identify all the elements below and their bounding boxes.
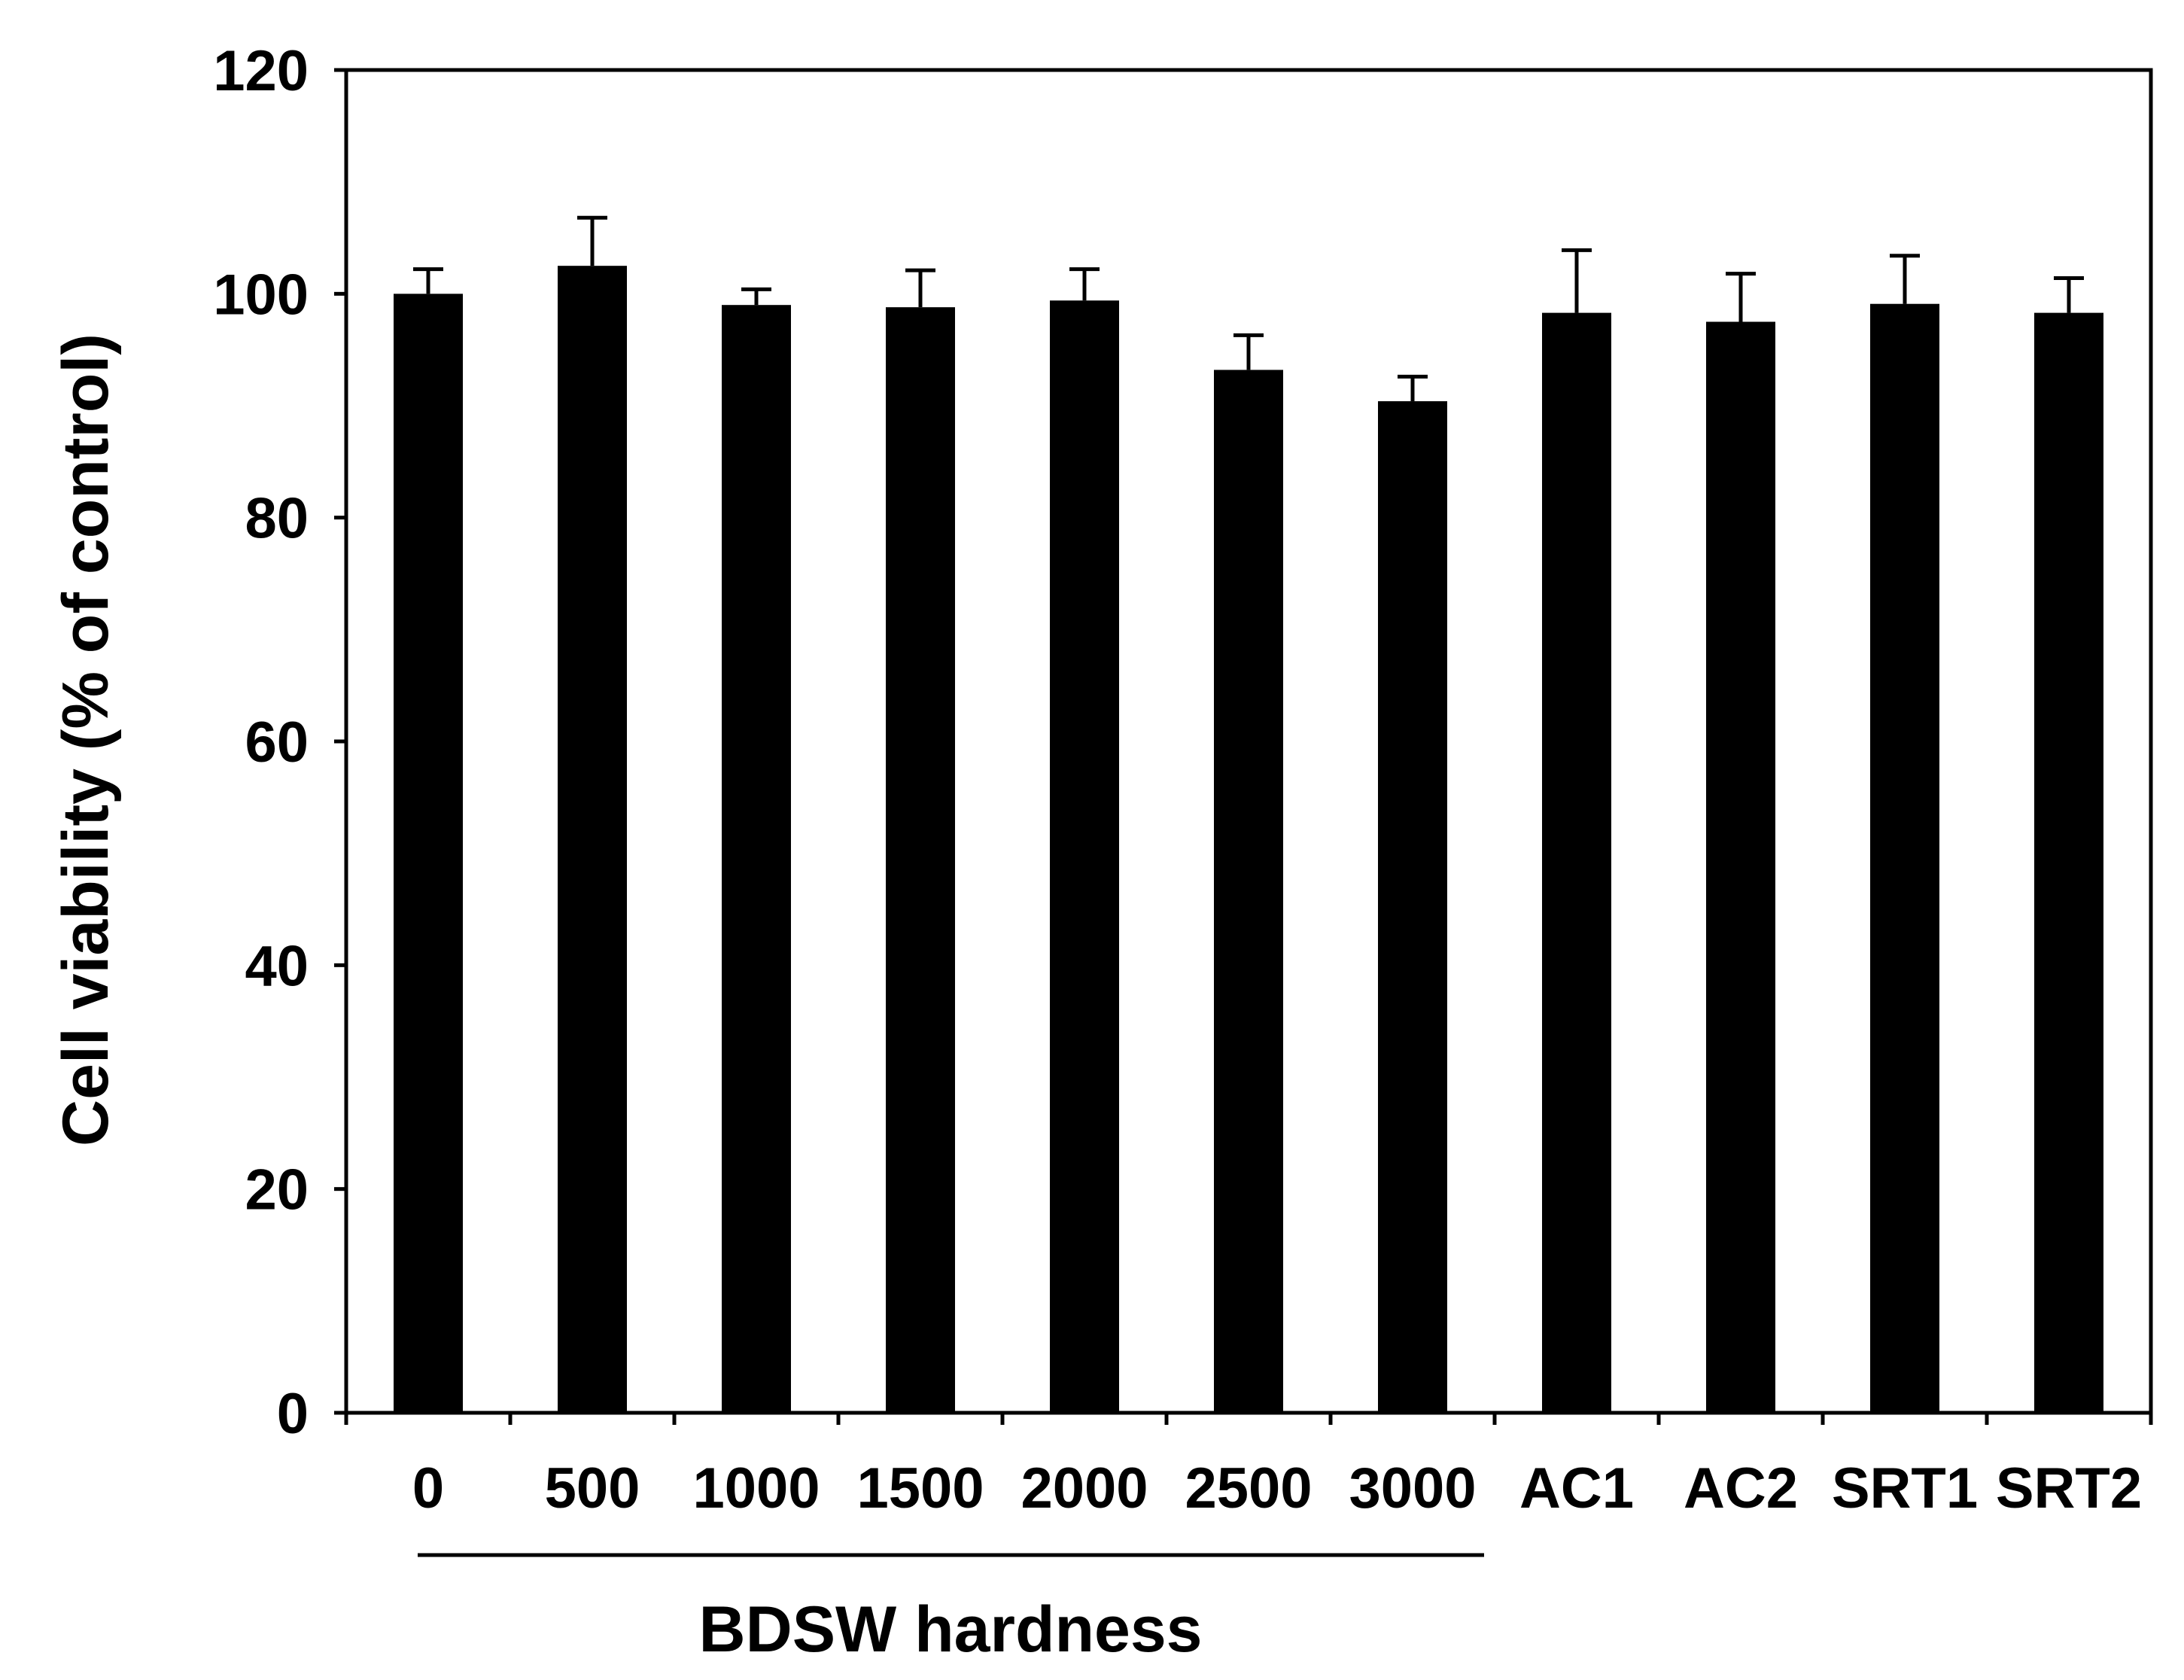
x-tick-label: 0: [412, 1456, 444, 1520]
error-bars: [413, 215, 2084, 402]
x-tick-label: 2000: [1021, 1456, 1148, 1520]
bar: [558, 266, 627, 1414]
x-tick-label: 1500: [856, 1456, 984, 1520]
x-tick-label: AC2: [1684, 1456, 1798, 1520]
y-tick-label: 80: [245, 487, 309, 551]
bar: [1870, 303, 1939, 1413]
y-axis-title: Cell viability (% of control): [50, 333, 122, 1146]
x-axis-ticks: 0 500 1000 1500 2000 2500 3000 AC1 AC2 SRT1 SRT2: [344, 1413, 2153, 1520]
y-tick-label: 0: [277, 1382, 309, 1446]
x-tick-label: SRT2: [1996, 1456, 2142, 1520]
y-tick-label: 40: [245, 934, 309, 998]
bar: [2034, 312, 2103, 1413]
x-tick-label: 500: [545, 1456, 640, 1520]
y-axis-ticks: 0 20 40 60 80 100 120: [213, 39, 346, 1446]
bar: [1378, 401, 1447, 1413]
bar: [1214, 370, 1283, 1414]
bar: [1706, 321, 1775, 1413]
bar: [1050, 300, 1119, 1414]
y-tick-label: 20: [245, 1158, 309, 1222]
x-tick-label: 2500: [1185, 1456, 1312, 1520]
x-tick-label: 1000: [692, 1456, 820, 1520]
y-tick-label: 60: [245, 711, 309, 775]
bars: [394, 266, 2103, 1414]
bar: [1542, 312, 1611, 1413]
bar: [886, 307, 955, 1413]
x-axis-title: BDSW hardness: [698, 1593, 1202, 1666]
y-tick-label: 120: [213, 39, 309, 103]
bar: [394, 294, 463, 1413]
x-tick-label: 3000: [1349, 1456, 1476, 1520]
bar: [722, 305, 791, 1414]
x-tick-label: SRT1: [1832, 1456, 1978, 1520]
y-tick-label: 100: [213, 263, 309, 327]
x-tick-label: AC1: [1519, 1456, 1634, 1520]
